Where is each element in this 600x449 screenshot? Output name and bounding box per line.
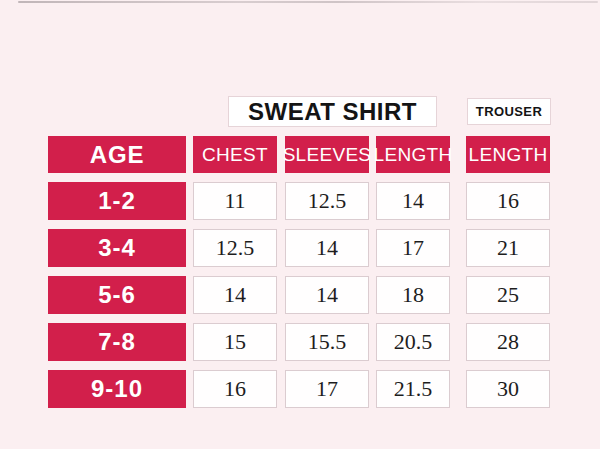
header-cell-chest: CHEST: [193, 136, 277, 173]
cell-trouser-length: 25: [466, 276, 550, 314]
age-cell: 7-8: [48, 323, 186, 361]
age-cell: 1-2: [48, 182, 186, 220]
cell-chest: 12.5: [193, 229, 277, 267]
cell-chest: 15: [193, 323, 277, 361]
size-table: AGE CHEST SLEEVES LENGTH LENGTH 1-2 11 1…: [48, 136, 550, 408]
cell-shirt-length: 14: [376, 182, 450, 220]
size-chart-graphic: SWEAT SHIRT TROUSER AGE CHEST SLEEVES LE…: [0, 0, 600, 449]
table-row: 1-2 11 12.5 14 16: [48, 182, 550, 220]
sweat-shirt-group-header: SWEAT SHIRT: [228, 96, 437, 127]
trouser-group-header: TROUSER: [467, 98, 551, 125]
header-cell-shirt-length: LENGTH: [376, 136, 450, 173]
cell-shirt-length: 17: [376, 229, 450, 267]
cell-sleeves: 14: [285, 276, 369, 314]
cell-trouser-length: 30: [466, 370, 550, 408]
cell-chest: 14: [193, 276, 277, 314]
cell-chest: 11: [193, 182, 277, 220]
cell-shirt-length: 20.5: [376, 323, 450, 361]
age-cell: 3-4: [48, 229, 186, 267]
header-cell-age: AGE: [48, 136, 186, 173]
sweat-shirt-label: SWEAT SHIRT: [248, 98, 417, 126]
cell-sleeves: 17: [285, 370, 369, 408]
table-row: 7-8 15 15.5 20.5 28: [48, 323, 550, 361]
table-row: 3-4 12.5 14 17 21: [48, 229, 550, 267]
cell-shirt-length: 21.5: [376, 370, 450, 408]
cell-trouser-length: 16: [466, 182, 550, 220]
photo-edge-line: [18, 1, 598, 3]
cell-trouser-length: 21: [466, 229, 550, 267]
table-row: 9-10 16 17 21.5 30: [48, 370, 550, 408]
age-cell: 9-10: [48, 370, 186, 408]
header-cell-sleeves: SLEEVES: [285, 136, 369, 173]
header-row: AGE CHEST SLEEVES LENGTH LENGTH: [48, 136, 550, 173]
age-cell: 5-6: [48, 276, 186, 314]
cell-sleeves: 14: [285, 229, 369, 267]
cell-shirt-length: 18: [376, 276, 450, 314]
table-row: 5-6 14 14 18 25: [48, 276, 550, 314]
cell-trouser-length: 28: [466, 323, 550, 361]
cell-sleeves: 12.5: [285, 182, 369, 220]
trouser-label: TROUSER: [476, 104, 542, 119]
cell-sleeves: 15.5: [285, 323, 369, 361]
cell-chest: 16: [193, 370, 277, 408]
header-cell-trouser-length: LENGTH: [466, 136, 550, 173]
